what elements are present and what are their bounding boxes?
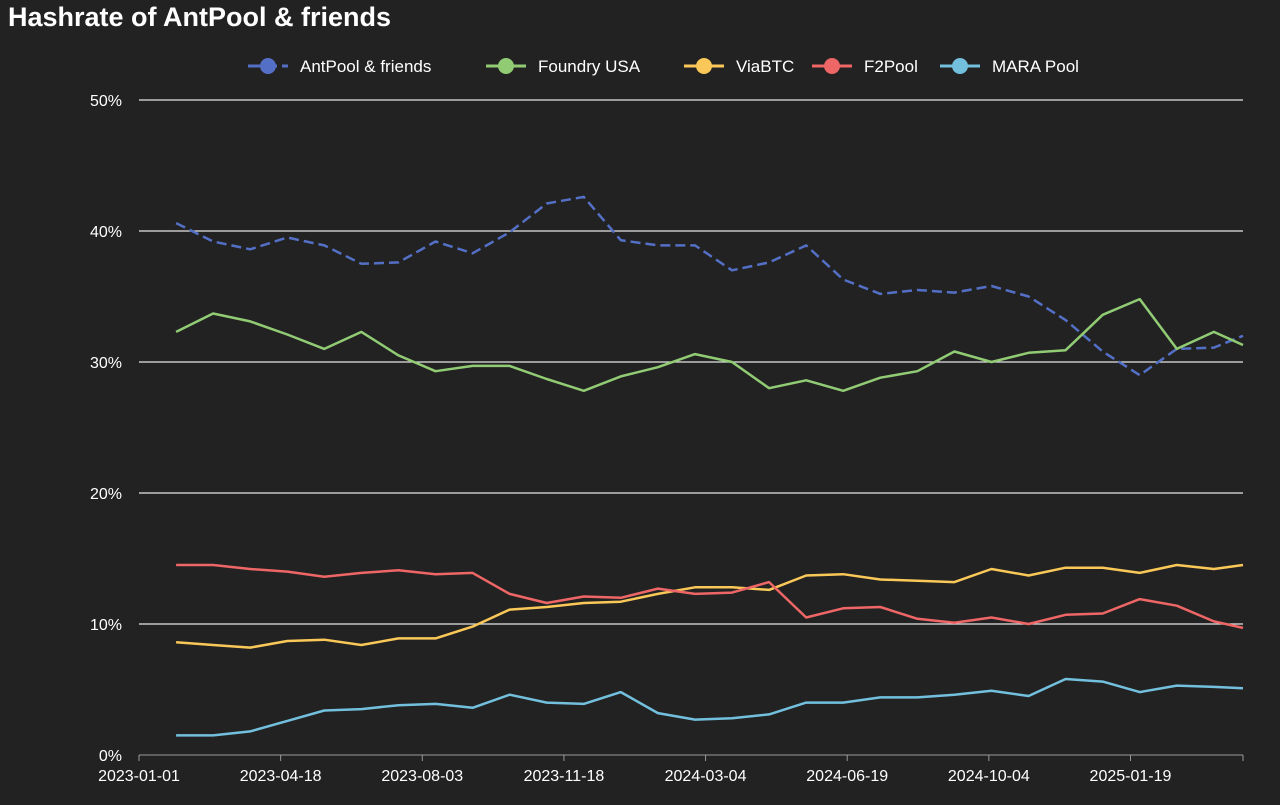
legend-marker-foundry-usa [498, 58, 514, 74]
series-line-f2pool [176, 563, 1244, 630]
x-tick-label: 2024-03-04 [665, 768, 747, 785]
legend-label-foundry-usa: Foundry USA [538, 57, 641, 76]
series-line-foundry-usa [175, 297, 1244, 393]
x-tick-label: 2024-10-04 [948, 768, 1030, 785]
legend-marker-viabtc [696, 58, 712, 74]
x-tick-label: 2023-08-03 [381, 768, 463, 785]
y-tick-label: 30% [90, 355, 122, 372]
legend-label-viabtc: ViaBTC [736, 57, 794, 76]
x-tick-label: 2025-01-19 [1090, 768, 1172, 785]
legend-marker-f2pool [824, 58, 840, 74]
series-line-antpool-friends [175, 195, 1244, 377]
y-tick-label: 0% [99, 748, 122, 765]
x-tick-label: 2023-01-01 [98, 768, 180, 785]
legend-label-f2pool: F2Pool [864, 57, 918, 76]
y-tick-label: 20% [90, 486, 122, 503]
legend-label-antpool-friends: AntPool & friends [300, 57, 431, 76]
legend-marker-mara-pool [952, 58, 968, 74]
x-tick-label: 2023-04-18 [240, 768, 322, 785]
y-tick-label: 10% [90, 617, 122, 634]
legend-label-mara-pool: MARA Pool [992, 57, 1079, 76]
chart-title: Hashrate of AntPool & friends [8, 2, 392, 32]
y-tick-label: 50% [90, 93, 122, 110]
legend-marker-antpool-friends [260, 58, 276, 74]
series-line-viabtc [176, 563, 1244, 649]
series-line-mara-pool [176, 677, 1244, 737]
y-tick-label: 40% [90, 224, 122, 241]
x-tick-label: 2023-11-18 [524, 768, 605, 785]
x-tick-label: 2024-06-19 [806, 768, 888, 785]
